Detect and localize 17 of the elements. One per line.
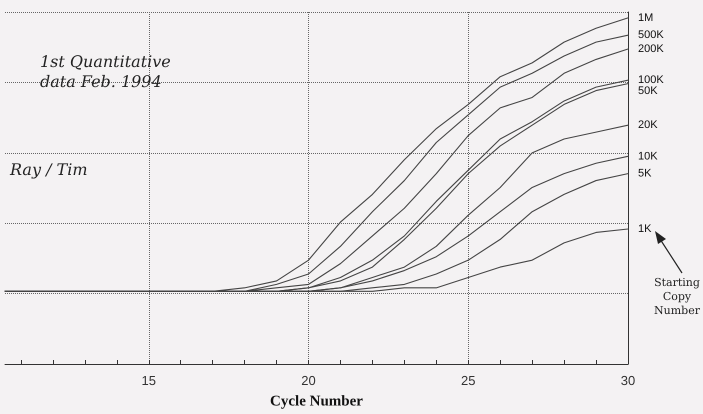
series-label: 5K <box>638 168 652 180</box>
series-label: 200K <box>638 43 664 56</box>
x-tick-label: 25 <box>461 373 476 388</box>
x-tick-label: 30 <box>620 373 636 388</box>
x-axis-title: Cycle Number <box>270 394 364 410</box>
series-label: 10K <box>638 150 658 162</box>
series-label: 100K <box>638 74 664 86</box>
text: Starting Copy Number <box>653 276 701 318</box>
annotation: Ray / Tim <box>10 160 88 179</box>
series-label: 500K <box>638 29 664 42</box>
series-label: 20K <box>638 119 658 132</box>
x-tick-label: 20 <box>301 373 316 388</box>
series-label: 1M <box>638 12 654 24</box>
series-label: 50K <box>638 85 658 98</box>
x-tick-label: 15 <box>142 373 156 388</box>
series-label: 1K <box>638 223 652 236</box>
annotation: 1st Quantitative data Feb. 1994 <box>40 52 172 92</box>
